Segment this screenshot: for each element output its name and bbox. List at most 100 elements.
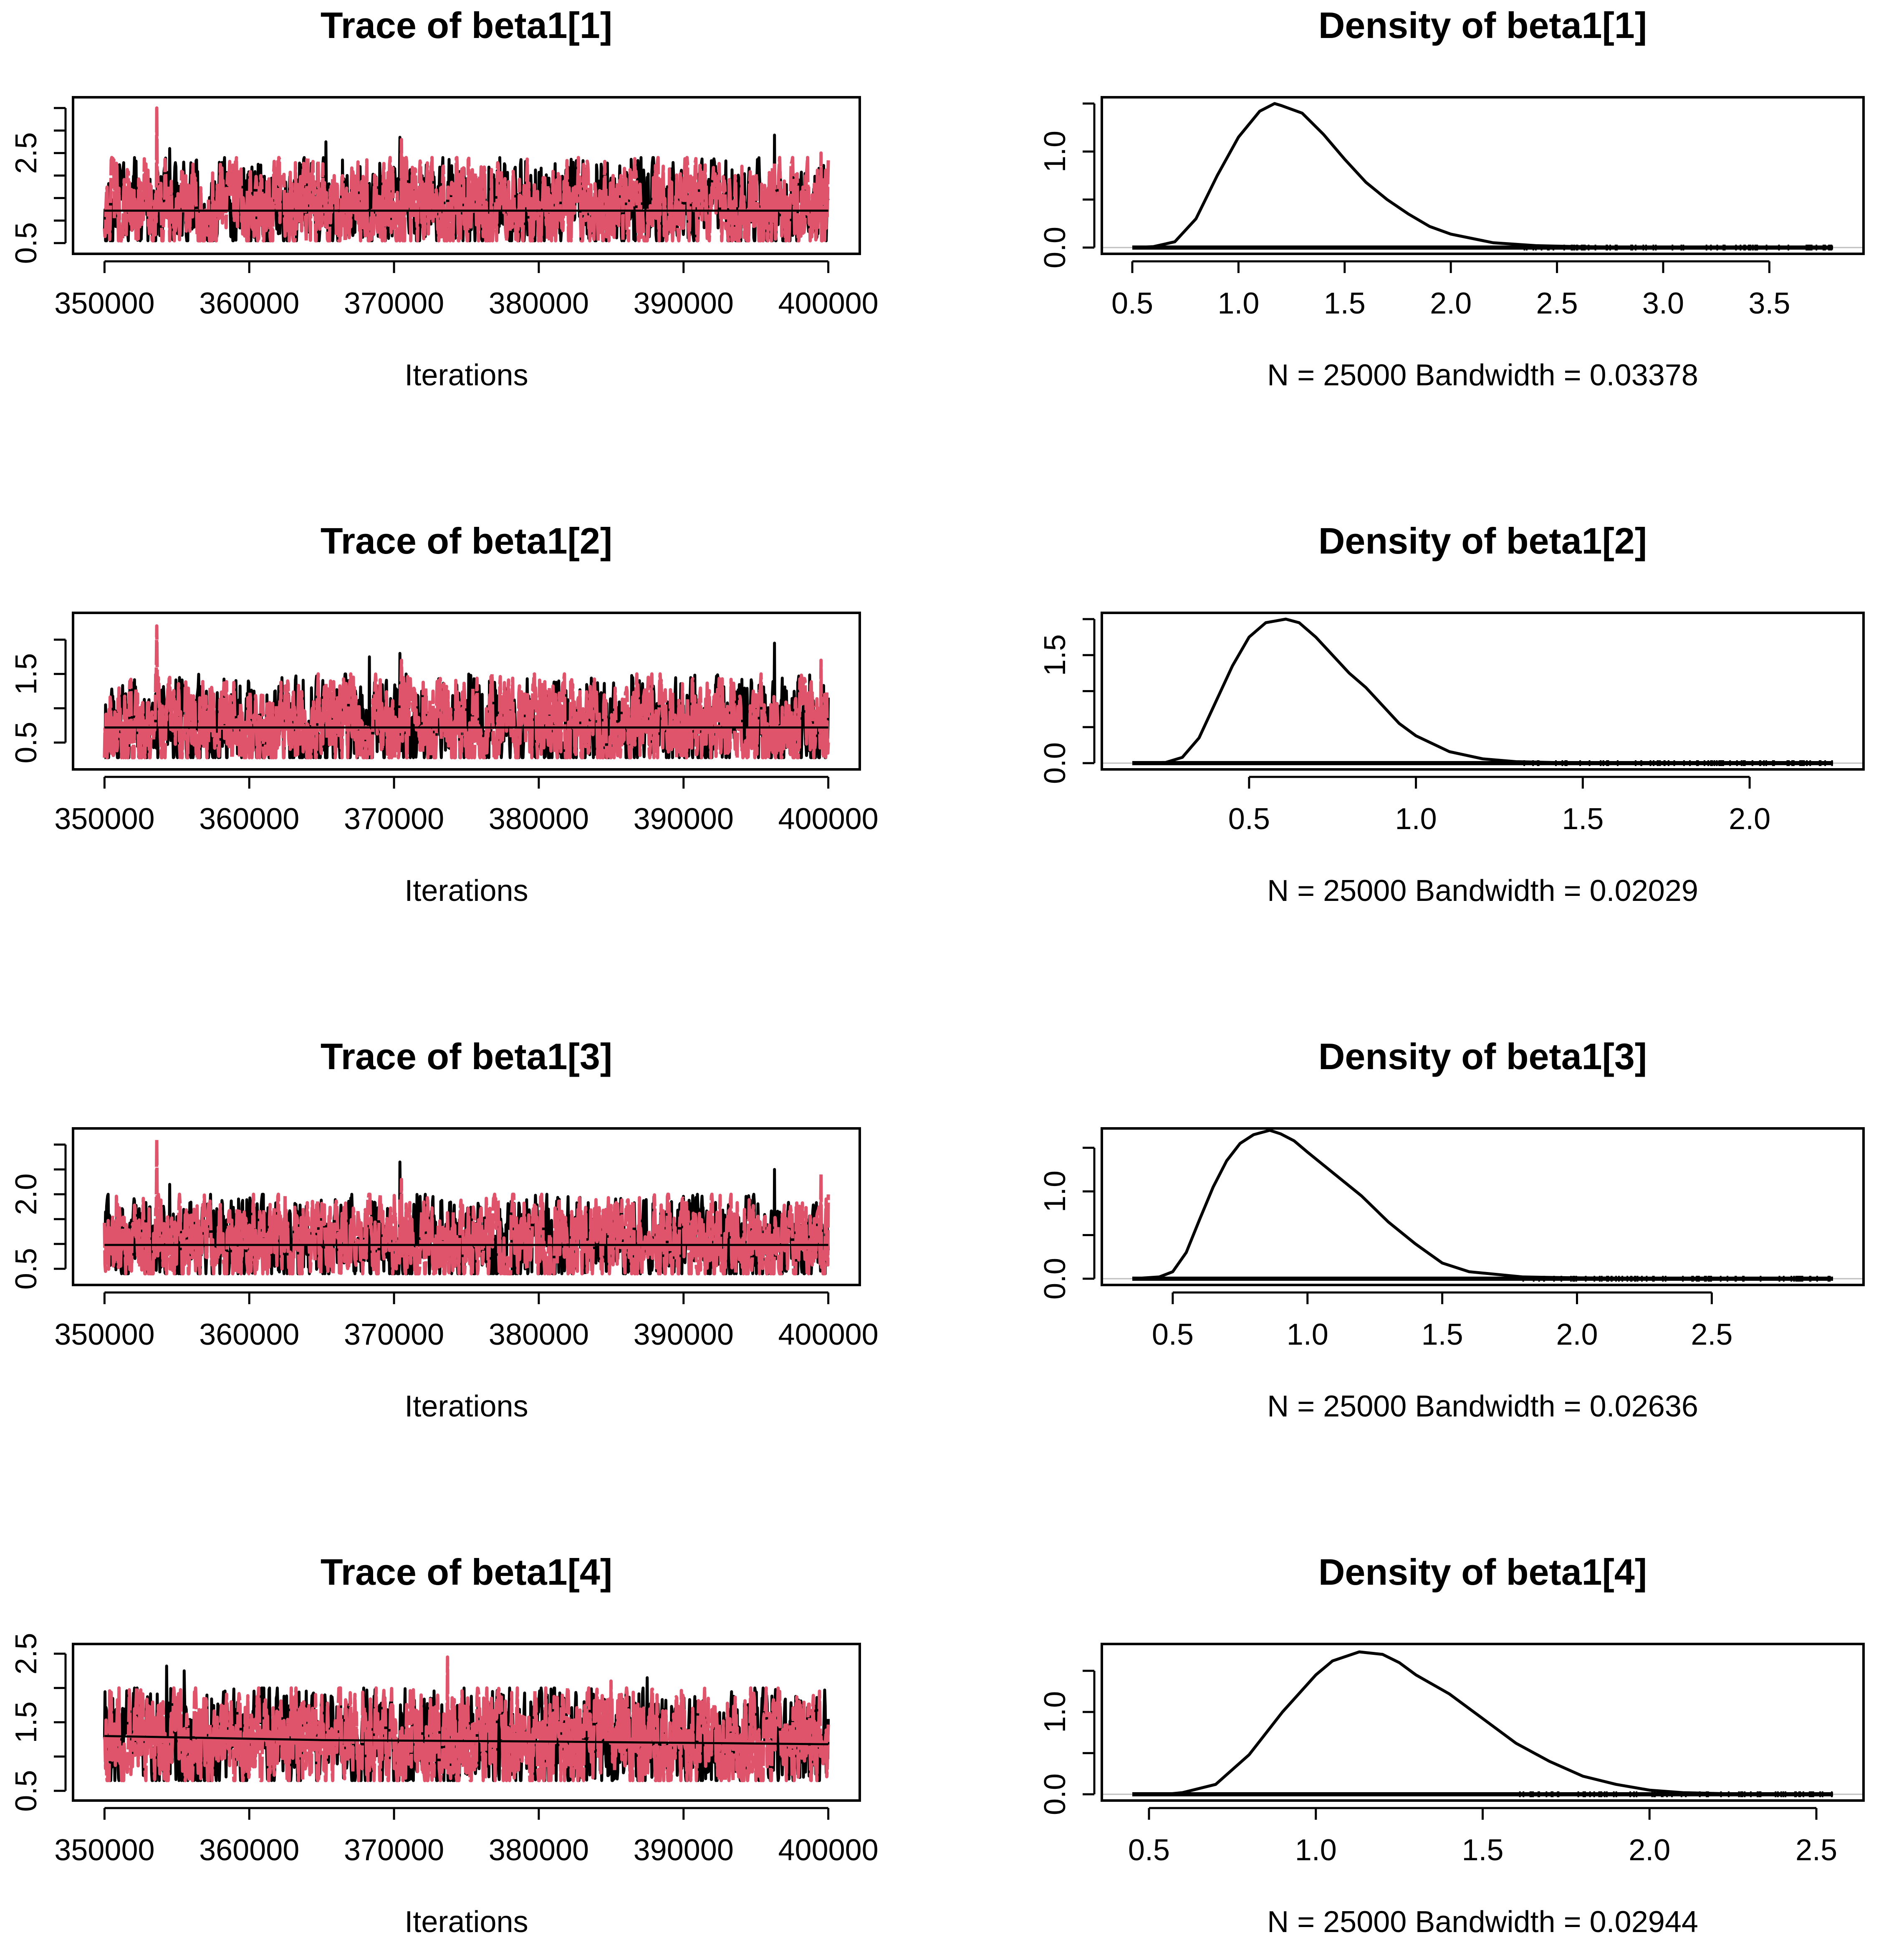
x-tick-label: 1.0 (1217, 287, 1259, 320)
plot-area (1102, 1129, 1864, 1282)
plot-area (103, 106, 830, 243)
x-tick-label: 1.0 (1395, 802, 1437, 836)
x-tick-label: 350000 (54, 287, 154, 320)
y-tick-label: 2.0 (10, 1174, 43, 1215)
x-axis-label: Iterations (404, 1905, 528, 1939)
plot-frame (1101, 612, 1865, 771)
plot-area (1102, 1650, 1864, 1797)
density-panel-3: Density of beta1[3] 0.5 1.0 1.5 2.0 2.5 N = 25… (1038, 1036, 1865, 1423)
x-tick-label: 390000 (634, 802, 734, 836)
x-tick-label: 370000 (344, 287, 444, 320)
x-tick-label: 400000 (778, 287, 878, 320)
density-curve (1132, 617, 1833, 765)
x-tick-label: 0.5 (1228, 802, 1270, 836)
y-tick-label: 0.0 (1038, 742, 1072, 784)
x-axis-label: N = 25000 Bandwidth = 0.02636 (1267, 1390, 1698, 1423)
x-tick-label: 360000 (199, 802, 299, 836)
y-tick-label: 1.0 (1038, 1171, 1072, 1212)
x-tick-label: 390000 (634, 1834, 734, 1867)
x-tick-label: 380000 (489, 287, 589, 320)
trace-series-chain-2 (103, 1655, 830, 1783)
y-tick-label: 2.5 (10, 132, 43, 174)
x-tick-label: 2.0 (1729, 802, 1770, 836)
y-tick-label: 2.5 (10, 1633, 43, 1674)
x-tick-label: 400000 (778, 802, 878, 836)
x-tick-label: 390000 (634, 1318, 734, 1351)
density-panel-1: Density of beta1[1] 0.5 1.0 1.5 2.0 2.5 3.0 3.5… (1038, 5, 1865, 392)
x-axis-label: Iterations (404, 874, 528, 908)
panel-title: Density of beta1[2] (1318, 520, 1647, 561)
x-tick-label: 390000 (634, 287, 734, 320)
trace-panel-2: Trace of beta1[2] 350000 360000 370000 38000… (10, 520, 879, 908)
y-tick-label: 1.5 (10, 1701, 43, 1743)
x-tick-label: 380000 (489, 1834, 589, 1867)
x-tick-label: 2.0 (1556, 1318, 1598, 1351)
x-tick-label: 400000 (778, 1318, 878, 1351)
density-curve (1132, 102, 1833, 249)
x-axis-label: Iterations (404, 359, 528, 392)
y-tick-label: 1.0 (1038, 131, 1072, 172)
plot-area (103, 624, 830, 759)
x-tick-label: 3.0 (1642, 287, 1684, 320)
x-tick-label: 370000 (344, 802, 444, 836)
x-tick-label: 0.5 (1128, 1834, 1170, 1867)
x-tick-label: 360000 (199, 1318, 299, 1351)
x-axis-label: N = 25000 Bandwidth = 0.02944 (1267, 1905, 1698, 1939)
x-tick-label: 380000 (489, 1318, 589, 1351)
plot-frame (72, 1127, 861, 1286)
x-tick-label: 380000 (489, 802, 589, 836)
trace-series-chain-2 (103, 106, 830, 243)
plot-area (1102, 102, 1864, 250)
y-tick-label: 0.5 (10, 222, 43, 264)
running-mean-line (104, 1735, 828, 1745)
plot-frame (1101, 1643, 1865, 1802)
plot-area (103, 1655, 830, 1783)
y-tick-label: 1.0 (1038, 1691, 1072, 1733)
y-tick-label: 0.0 (1038, 1773, 1072, 1815)
plot-area (1102, 617, 1864, 766)
density-panel-4: Density of beta1[4] 0.5 1.0 1.5 2.0 2.5 N = 25… (1038, 1551, 1865, 1939)
x-tick-label: 2.5 (1795, 1834, 1837, 1867)
trace-panel-3: Trace of beta1[3] 350000 360000 370000 38000… (10, 1036, 879, 1423)
x-tick-label: 2.5 (1691, 1318, 1732, 1351)
y-tick-label: 1.5 (10, 653, 43, 695)
plot-frame (1101, 1127, 1865, 1286)
x-tick-label: 370000 (344, 1834, 444, 1867)
panel-title: Density of beta1[3] (1318, 1036, 1647, 1077)
x-tick-label: 1.5 (1422, 1318, 1463, 1351)
density-panel-2: Density of beta1[2] 0.5 1.0 1.5 2.0 N = 25000… (1038, 520, 1865, 908)
x-tick-label: 0.5 (1152, 1318, 1194, 1351)
y-tick-label: 0.5 (10, 1248, 43, 1290)
x-tick-label: 350000 (54, 802, 154, 836)
panel-title: Density of beta1[4] (1318, 1551, 1647, 1593)
x-tick-label: 350000 (54, 1834, 154, 1867)
panel-title: Density of beta1[1] (1318, 5, 1647, 46)
y-tick-label: 0.5 (10, 722, 43, 764)
plot-frame (1101, 96, 1865, 255)
x-tick-label: 0.5 (1111, 287, 1153, 320)
x-tick-label: 1.0 (1287, 1318, 1328, 1351)
x-tick-label: 2.0 (1430, 287, 1472, 320)
trace-panel-4: Trace of beta1[4] 350000 360000 370000 38000… (10, 1551, 879, 1939)
x-axis-label: N = 25000 Bandwidth = 0.02029 (1267, 874, 1698, 908)
panel-title: Trace of beta1[4] (321, 1551, 612, 1593)
x-tick-label: 1.5 (1324, 287, 1366, 320)
panel-title: Trace of beta1[1] (321, 5, 612, 46)
x-tick-label: 1.0 (1295, 1834, 1337, 1867)
x-axis-label: N = 25000 Bandwidth = 0.03378 (1267, 359, 1698, 392)
density-curve (1132, 1129, 1833, 1280)
plot-frame (72, 96, 861, 255)
y-tick-label: 1.5 (1038, 634, 1072, 676)
plot-frame (72, 1643, 861, 1802)
x-tick-label: 2.0 (1629, 1834, 1670, 1867)
x-tick-label: 1.5 (1462, 1834, 1503, 1867)
x-tick-label: 360000 (199, 287, 299, 320)
panel-title: Trace of beta1[2] (321, 520, 612, 561)
x-axis-label: Iterations (404, 1390, 528, 1423)
y-tick-label: 0.0 (1038, 1258, 1072, 1300)
x-tick-label: 400000 (778, 1834, 878, 1867)
x-tick-label: 2.5 (1536, 287, 1578, 320)
x-tick-label: 3.5 (1748, 287, 1790, 320)
